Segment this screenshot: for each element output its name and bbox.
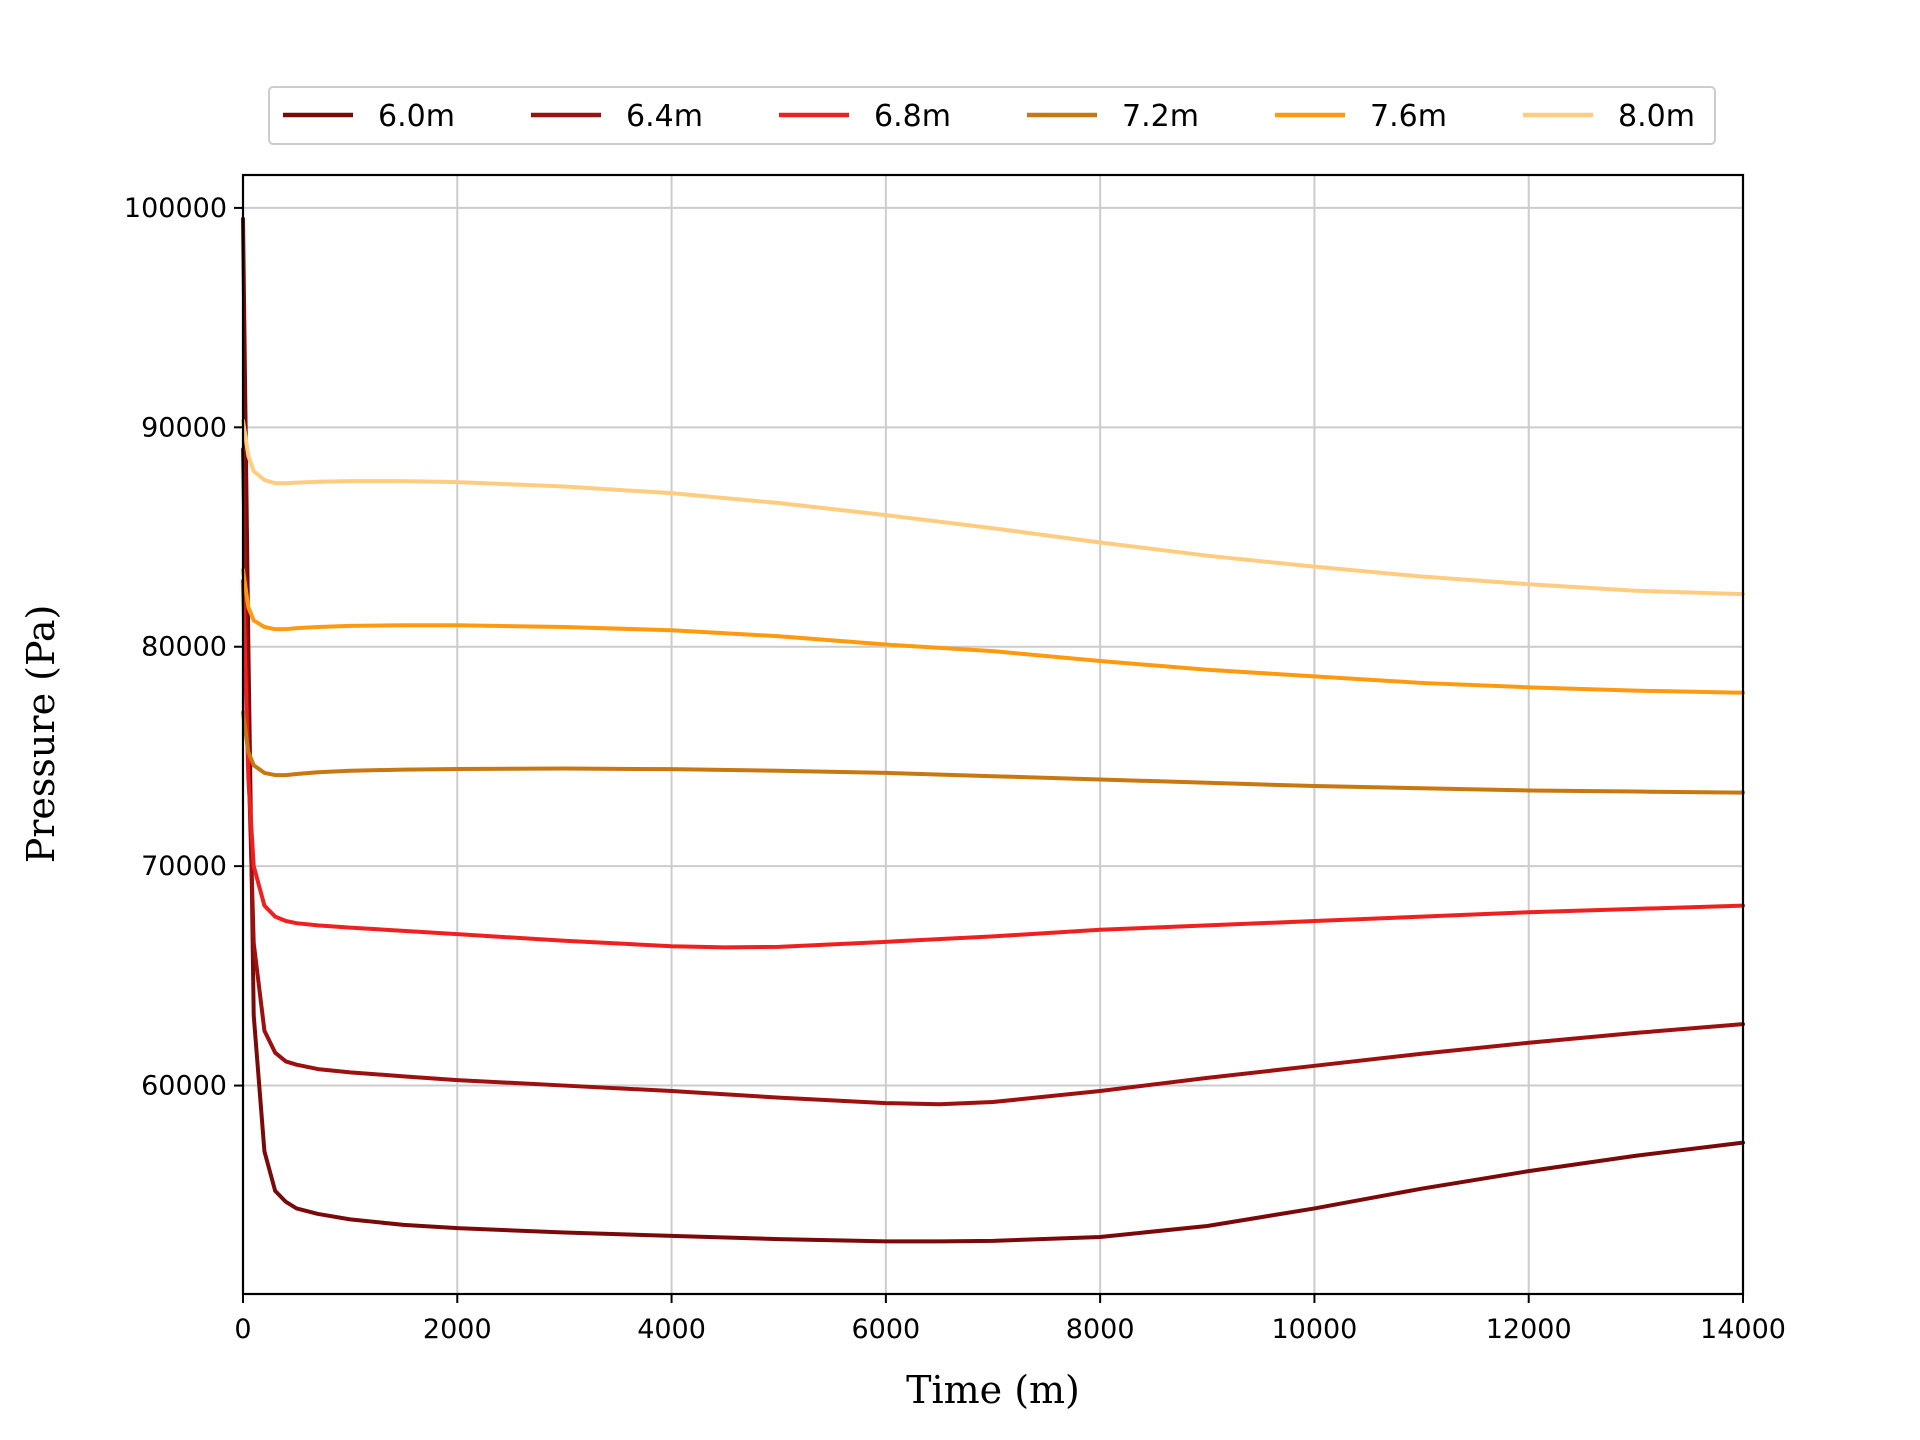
series-line-5 <box>241 567 1745 695</box>
legend-label: 7.6m <box>1370 99 1447 134</box>
series-line-1 <box>241 216 1745 1244</box>
legend-label: 6.8m <box>874 99 951 134</box>
y-axis-label: Pressure (Pa) <box>19 605 63 864</box>
y-tick-label: 90000 <box>141 412 227 443</box>
series-lines <box>241 216 1745 1244</box>
x-tick-label: 8000 <box>1066 1314 1135 1345</box>
x-tick-label: 2000 <box>423 1314 492 1345</box>
x-tick-label: 0 <box>234 1314 251 1345</box>
series-line-2 <box>241 447 1745 1107</box>
legend-label: 7.2m <box>1122 99 1199 134</box>
y-tick-label: 70000 <box>141 851 227 882</box>
y-axis-ticks: 60000 70000 80000 90000 100000 <box>124 193 243 1102</box>
legend-label: 8.0m <box>1618 99 1695 134</box>
y-tick-label: 100000 <box>124 193 227 224</box>
legend-label: 6.0m <box>378 99 455 134</box>
series-line-3 <box>241 578 1745 950</box>
x-tick-label: 10000 <box>1271 1314 1357 1345</box>
plot-frame <box>241 173 1745 1296</box>
x-axis-label: Time (m) <box>906 1368 1080 1412</box>
y-tick-label: 60000 <box>141 1071 227 1102</box>
x-tick-label: 6000 <box>851 1314 920 1345</box>
series-line-6 <box>241 418 1745 597</box>
legend-box <box>268 86 1716 145</box>
legend-label: 6.4m <box>626 99 703 134</box>
x-tick-label: 4000 <box>637 1314 706 1345</box>
x-axis-ticks: 0 2000 4000 6000 8000 10000 12000 14000 <box>234 1294 1786 1345</box>
series-line-4 <box>241 710 1745 795</box>
x-tick-label: 14000 <box>1700 1314 1786 1345</box>
x-tick-label: 12000 <box>1486 1314 1572 1345</box>
legend: 6.0m 6.4m 6.8m 7.2m 7.6m 8.0m <box>268 86 1716 145</box>
y-tick-label: 80000 <box>141 632 227 663</box>
grid-lines <box>242 175 1744 1294</box>
